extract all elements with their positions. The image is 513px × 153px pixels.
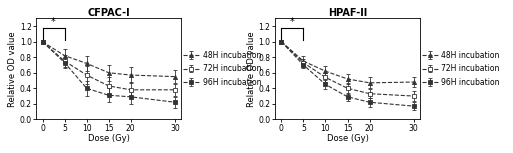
- Title: HPAF-II: HPAF-II: [328, 8, 367, 18]
- Legend: 48H incubation, 72H incubation, 96H incubation: 48H incubation, 72H incubation, 96H incu…: [422, 51, 500, 87]
- Y-axis label: Relative OD value: Relative OD value: [247, 31, 255, 107]
- Title: CFPAC-I: CFPAC-I: [87, 8, 130, 18]
- Y-axis label: Relative OD value: Relative OD value: [8, 31, 17, 107]
- X-axis label: Dose (Gy): Dose (Gy): [327, 134, 368, 143]
- Text: *: *: [51, 17, 56, 27]
- Text: *: *: [290, 17, 295, 27]
- X-axis label: Dose (Gy): Dose (Gy): [88, 134, 130, 143]
- Legend: 48H incubation, 72H incubation, 96H incubation: 48H incubation, 72H incubation, 96H incu…: [183, 51, 261, 87]
